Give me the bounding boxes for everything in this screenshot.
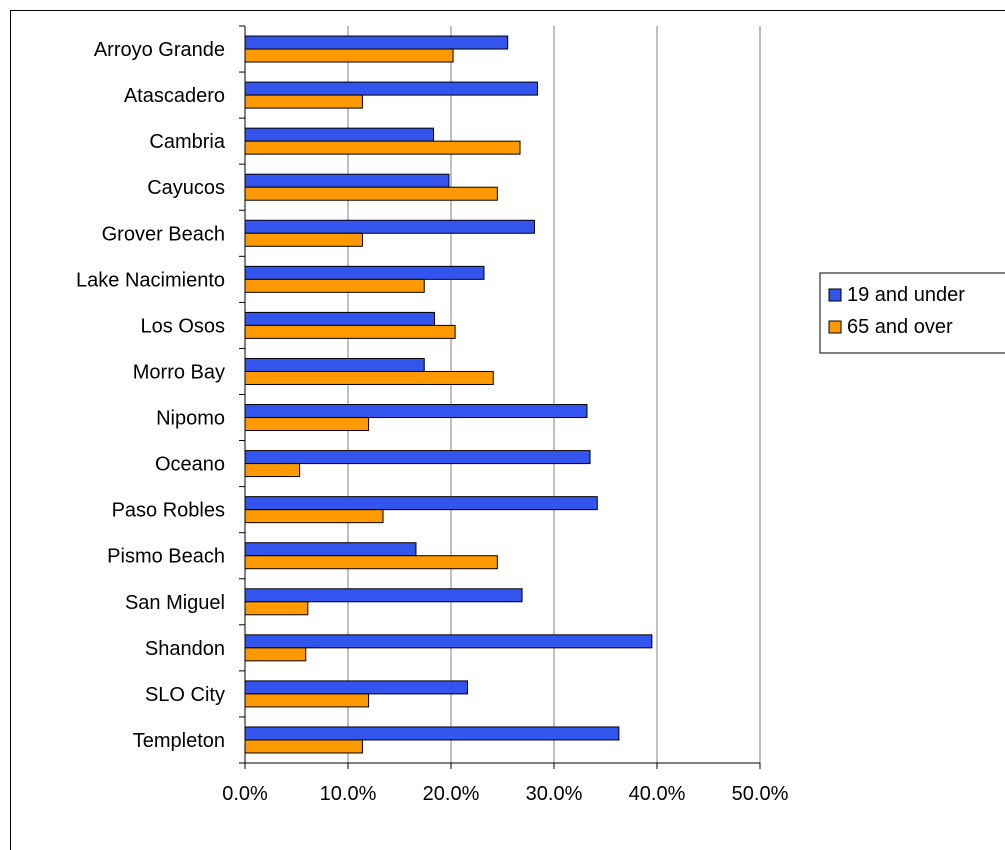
bar-over65 [244, 278, 425, 293]
legend-swatch [828, 288, 842, 302]
bar-over65 [244, 324, 456, 339]
y-tick-label: Morro Bay [133, 361, 225, 383]
y-tick-label: SLO City [145, 684, 225, 706]
x-tick-label: 50.0% [732, 783, 789, 805]
legend-box [819, 272, 1005, 354]
x-tick-label: 40.0% [629, 783, 686, 805]
bar-over65 [244, 555, 498, 570]
y-tick-label: Lake Nacimiento [76, 269, 225, 291]
bar-over65 [244, 647, 307, 662]
bar-under19 [244, 450, 591, 465]
bar-over65 [244, 370, 494, 385]
legend-label: 19 and under [847, 284, 965, 306]
y-tick-label: Templeton [133, 730, 225, 752]
bar-under19 [244, 542, 417, 557]
y-tick-label: Pismo Beach [107, 546, 225, 568]
bar-over65 [244, 739, 363, 754]
bar-under19 [244, 404, 588, 419]
bar-under19 [244, 311, 436, 326]
bar-over65 [244, 463, 301, 478]
bar-under19 [244, 726, 620, 741]
bar-over65 [244, 186, 498, 201]
legend-label: 65 and over [847, 316, 953, 338]
bar-under19 [244, 680, 468, 695]
bar-under19 [244, 219, 535, 234]
y-tick-label: Cayucos [147, 177, 225, 199]
bar-under19 [244, 588, 523, 603]
bar-under19 [244, 35, 509, 50]
y-tick-label: Cambria [149, 131, 225, 153]
bar-under19 [244, 127, 434, 142]
chart-frame [10, 10, 1005, 850]
y-tick-label: Shandon [145, 638, 225, 660]
bar-under19 [244, 634, 653, 649]
bar-under19 [244, 496, 598, 511]
bar-over65 [244, 417, 370, 432]
bar-over65 [244, 232, 363, 247]
bar-under19 [244, 81, 539, 96]
bar-over65 [244, 94, 363, 109]
y-tick-label: San Miguel [125, 592, 225, 614]
y-tick-label: Paso Robles [112, 500, 225, 522]
y-tick-label: Los Osos [141, 315, 225, 337]
bar-over65 [244, 48, 454, 63]
y-tick-label: Grover Beach [102, 223, 225, 245]
x-tick-label: 20.0% [423, 783, 480, 805]
y-tick-label: Nipomo [156, 408, 225, 430]
bar-over65 [244, 693, 370, 708]
y-tick-label: Oceano [155, 454, 225, 476]
bar-over65 [244, 601, 309, 616]
bar-over65 [244, 509, 384, 524]
x-tick-label: 0.0% [222, 783, 268, 805]
x-tick-label: 30.0% [526, 783, 583, 805]
y-tick-label: Arroyo Grande [94, 39, 225, 61]
legend-swatch [828, 320, 842, 334]
bar-over65 [244, 140, 521, 155]
bar-under19 [244, 357, 425, 372]
y-tick-label: Atascadero [124, 85, 225, 107]
bar-under19 [244, 173, 450, 188]
bar-under19 [244, 265, 485, 280]
x-tick-label: 10.0% [320, 783, 377, 805]
